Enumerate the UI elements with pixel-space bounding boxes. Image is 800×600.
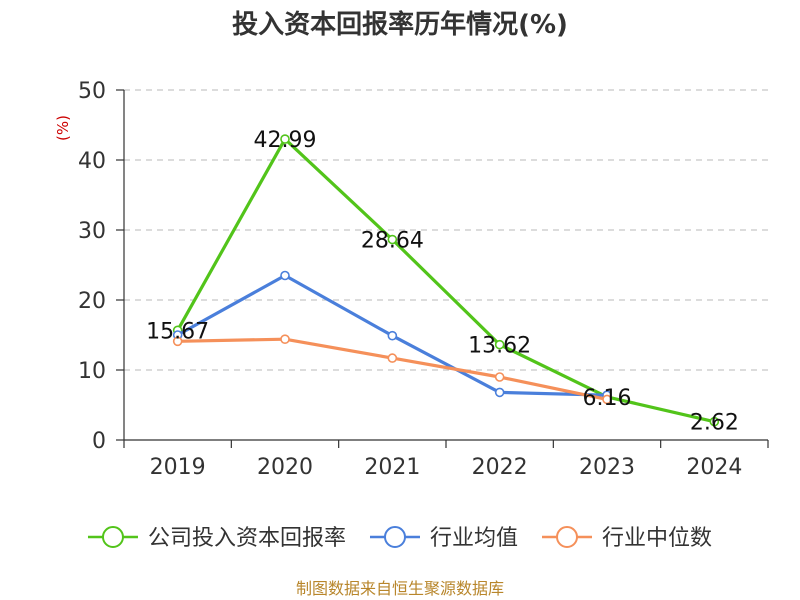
legend-marker-icon — [383, 526, 406, 548]
data-label: 6.16 — [583, 386, 632, 411]
data-label: 42.99 — [254, 128, 317, 153]
legend-item[interactable]: 公司投入资本回报率 — [87, 526, 346, 551]
y-tick-label: 50 — [78, 79, 106, 104]
data-point — [387, 234, 398, 245]
series-group — [172, 134, 720, 427]
data-point — [709, 416, 720, 427]
data-point — [280, 270, 290, 281]
y-axis-unit-label: (%) — [54, 115, 72, 141]
series-2 — [172, 270, 612, 401]
y-tick-label: 30 — [78, 219, 106, 244]
data-label: 2.62 — [690, 411, 739, 436]
y-tick-label: 40 — [78, 149, 106, 174]
data-point — [387, 353, 398, 363]
data-point — [494, 339, 505, 350]
data-label: 28.64 — [361, 229, 424, 254]
axes: 0 10 20 30 40 50 2019 2020 2021 2022 2023 2024 — [78, 79, 769, 480]
x-tick-label: 2024 — [686, 455, 742, 480]
legend-item[interactable]: 行业均值 — [369, 526, 518, 551]
data-point — [602, 394, 612, 405]
x-tick-label: 2020 — [257, 455, 313, 480]
data-point — [387, 330, 398, 341]
data-point — [280, 334, 290, 345]
legend-marker-icon — [556, 526, 579, 548]
legend[interactable]: 公司投入资本回报率 行业均值 行业中位数 — [87, 526, 712, 551]
y-tick-label: 20 — [78, 289, 106, 314]
series-line — [177, 337, 608, 401]
x-tick-label: 2023 — [579, 455, 635, 480]
legend-label: 行业中位数 — [602, 526, 712, 551]
series-1 — [172, 134, 720, 427]
data-point — [172, 336, 183, 347]
legend-label: 公司投入资本回报率 — [148, 526, 346, 551]
series-3 — [172, 334, 612, 405]
data-label: 13.62 — [468, 334, 531, 359]
x-tick-label: 2022 — [472, 455, 528, 480]
legend-label: 行业均值 — [430, 526, 518, 551]
series-line — [176, 137, 715, 424]
data-point — [494, 372, 505, 382]
y-tick-label: 10 — [78, 359, 106, 384]
data-labels: 15.67 42.99 28.64 13.62 6.16 2.62 — [146, 128, 739, 436]
data-label: 15.67 — [146, 319, 209, 344]
source-note: 制图数据来自恒生聚源数据库 — [296, 579, 504, 598]
y-tick-label: 0 — [92, 429, 106, 454]
legend-item[interactable]: 行业中位数 — [542, 526, 712, 551]
x-tick-label: 2019 — [150, 455, 206, 480]
data-point — [280, 134, 290, 144]
chart-title: 投入资本回报率历年情况(%) — [232, 9, 568, 40]
legend-marker-icon — [101, 526, 124, 548]
data-point — [494, 387, 505, 398]
x-tick-label: 2021 — [364, 455, 420, 480]
gridlines — [124, 89, 768, 371]
